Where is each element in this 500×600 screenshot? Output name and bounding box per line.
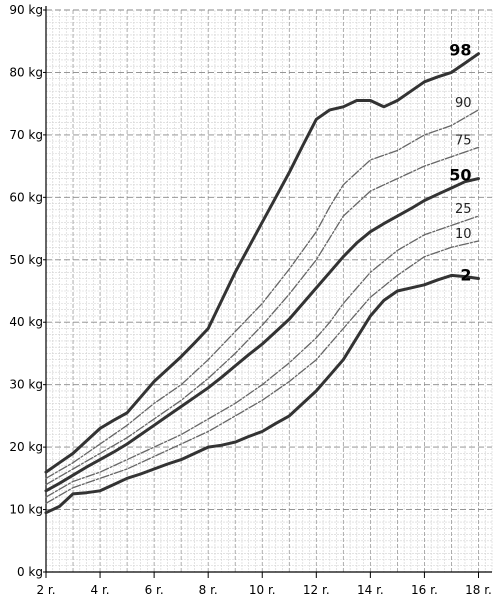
percentile-line-50 <box>44 177 480 493</box>
y-tick-label: 60 kg <box>9 190 43 204</box>
x-tick-label: 8 r. <box>199 583 218 597</box>
x-tick-label: 12 r. <box>303 583 330 597</box>
percentile-lines <box>44 52 480 515</box>
y-tick-label: 10 kg <box>9 503 43 517</box>
y-tick-label: 0 kg <box>17 565 43 579</box>
x-tick-label: 4 r. <box>91 583 110 597</box>
y-tick-label: 20 kg <box>9 440 43 454</box>
percentile-line-10 <box>45 240 480 504</box>
y-tick-label: 70 kg <box>9 128 43 142</box>
x-tick-label: 18 r. <box>465 583 492 597</box>
x-tick-label: 16 r. <box>411 583 438 597</box>
y-tick-label: 50 kg <box>9 253 43 267</box>
x-tick-label: 14 r. <box>357 583 384 597</box>
x-tick-labels: 2 r. 4 r. 6 r. 8 r. 10 r. 12 r. 14 r. 16 r. 18 r… <box>36 572 492 597</box>
percentile-line-75 <box>45 146 480 486</box>
x-tick-label: 10 r. <box>249 583 276 597</box>
y-tick-labels: 0 kg 10 kg 20 kg 30 kg 40 kg 50 kg 60 kg 70 kg 8… <box>9 3 46 579</box>
y-tick-label: 90 kg <box>9 3 43 17</box>
percentile-labels: 98 90 75 50 25 10 2 <box>449 41 471 285</box>
percentile-line-2 <box>44 273 480 515</box>
percentile-line-98 <box>44 52 480 474</box>
percentile-label-10: 10 <box>455 227 472 242</box>
y-tick-label: 30 kg <box>9 378 43 392</box>
percentile-label-98: 98 <box>449 41 471 60</box>
percentile-label-2: 2 <box>460 266 471 285</box>
y-tick-label: 40 kg <box>9 315 43 329</box>
x-tick-label: 2 r. <box>36 583 55 597</box>
minor-grid <box>46 10 493 572</box>
x-tick-label: 6 r. <box>145 583 164 597</box>
percentile-label-90: 90 <box>455 96 472 111</box>
y-tick-label: 80 kg <box>9 65 43 79</box>
percentile-line-25 <box>45 215 480 498</box>
percentile-label-50: 50 <box>449 166 471 185</box>
percentile-line-90 <box>45 109 480 479</box>
percentile-label-25: 25 <box>455 202 472 217</box>
percentile-label-75: 75 <box>455 133 472 148</box>
